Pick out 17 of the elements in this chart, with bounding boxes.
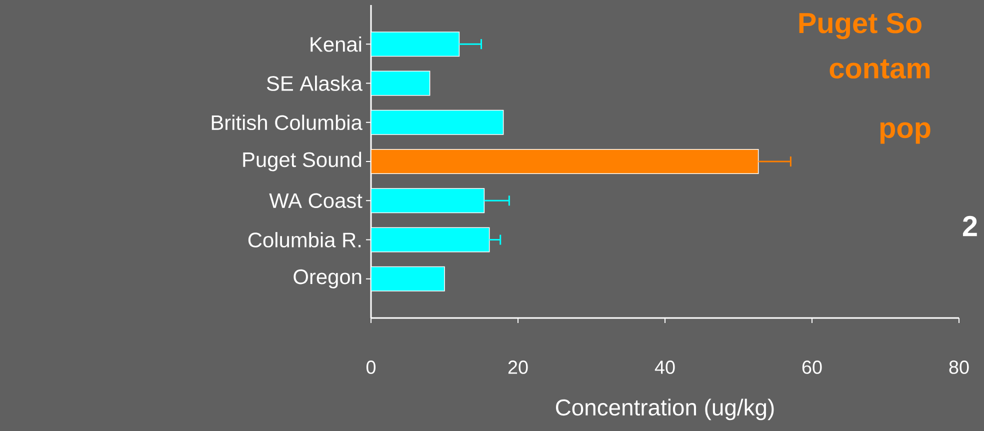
y-tick-label: Puget Sound xyxy=(243,152,362,172)
x-tick-label: 20 xyxy=(508,360,528,374)
y-tick-label: Kenai xyxy=(310,36,362,52)
y-tick-label: British Columbia xyxy=(212,114,362,130)
x-axis-title: Concentration (ug/kg) xyxy=(556,398,774,420)
y-tick-label: SE Alaska xyxy=(266,76,362,91)
y-tick-label: WA Coast xyxy=(269,193,362,208)
annotation: Puget So xyxy=(799,12,922,40)
annotation: pop xyxy=(880,122,930,144)
y-tick-label: Columbia R. xyxy=(248,232,361,248)
x-tick-label: 0 xyxy=(366,360,376,374)
y-tick-label: Oregon xyxy=(294,269,362,288)
x-tick-label: 40 xyxy=(654,360,675,374)
x-tick-label: 60 xyxy=(802,360,822,374)
text: 2 xyxy=(962,216,977,236)
annotation: contam xyxy=(830,59,930,79)
x-tick-label: 80 xyxy=(949,360,969,374)
